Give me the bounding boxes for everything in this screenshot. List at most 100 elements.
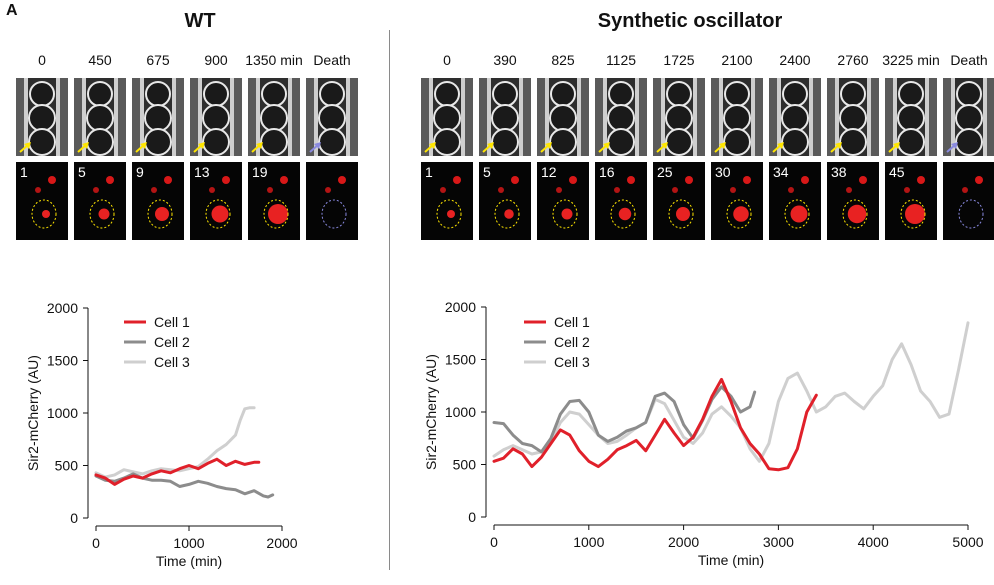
legend-label: Cell 3 <box>554 354 590 370</box>
syn-brightfield-image <box>711 78 763 156</box>
syn-cell-count: 16 <box>599 164 615 180</box>
y-tick-label: 0 <box>468 509 476 525</box>
x-axis-label: Time (min) <box>698 552 764 568</box>
wt-fluorescence-image: 9 <box>132 162 184 240</box>
fluorescence-cell <box>610 176 636 229</box>
brightfield-cells <box>424 78 465 156</box>
fluorescence-cell <box>726 176 752 229</box>
syn-fluorescence-image: 30 <box>711 162 763 240</box>
syn-brightfield-image <box>421 78 473 156</box>
syn-brightfield-image <box>653 78 705 156</box>
x-tick-label: 4000 <box>858 534 889 550</box>
syn-brightfield-image <box>885 78 937 156</box>
fluorescence-cell <box>552 176 578 229</box>
arrow-icon <box>77 142 89 153</box>
wt-brightfield-image <box>306 78 358 156</box>
wt-time-label: 900 <box>204 52 228 68</box>
arrow-icon <box>19 142 31 153</box>
brightfield-cells <box>946 78 987 156</box>
x-axis-label: Time (min) <box>156 553 222 569</box>
fluorescence-cell <box>436 176 462 229</box>
fluorescence-cell <box>321 176 347 229</box>
brightfield-cells <box>251 78 292 156</box>
legend-label: Cell 2 <box>554 334 590 350</box>
fluorescence-cell <box>147 176 173 229</box>
syn-fluorescence-image: 45 <box>885 162 937 240</box>
legend-label: Cell 3 <box>154 354 190 370</box>
brightfield-cells <box>77 78 118 156</box>
syn-cell-count: 45 <box>889 164 905 180</box>
y-axis-label: Sir2-mCherry (AU) <box>25 355 41 471</box>
fluorescence-cell <box>263 176 289 229</box>
syn-fluorescence-image <box>943 162 994 240</box>
series-line-cell-3 <box>94 406 256 479</box>
syn-fluorescence-image: 5 <box>479 162 531 240</box>
wt-cell-count: 9 <box>136 164 144 180</box>
x-tick-label: 3000 <box>763 534 794 550</box>
fluorescence-cell <box>900 176 926 229</box>
syn-cell-count: 12 <box>541 164 557 180</box>
syn-fluorescence-image: 16 <box>595 162 647 240</box>
syn-fluorescence-image: 25 <box>653 162 705 240</box>
brightfield-cells <box>135 78 176 156</box>
arrow-icon <box>598 142 610 153</box>
arrow-icon <box>946 142 958 153</box>
arrow-icon <box>830 142 842 153</box>
arrow-icon <box>251 142 263 153</box>
arrow-icon <box>482 142 494 153</box>
fluorescence-cell <box>842 176 868 229</box>
arrow-icon <box>540 142 552 153</box>
arrow-icon <box>424 142 436 153</box>
fluorescence-cell <box>494 176 520 229</box>
y-axis-label: Sir2-mCherry (AU) <box>423 354 439 470</box>
syn-fluorescence-image: 1 <box>421 162 473 240</box>
fluorescence-cell <box>89 176 115 229</box>
brightfield-cells <box>193 78 234 156</box>
arrow-icon <box>888 142 900 153</box>
y-tick-label: 500 <box>55 458 79 474</box>
wt-brightfield-image <box>132 78 184 156</box>
series-line-cell-1 <box>94 457 261 486</box>
brightfield-cells <box>714 78 755 156</box>
fluorescence-cell <box>784 176 810 229</box>
brightfield-cells <box>598 78 639 156</box>
brightfield-cells <box>309 78 350 156</box>
syn-fluorescence-image: 12 <box>537 162 589 240</box>
syn-time-label: 2760 <box>837 52 869 68</box>
wt-fluorescence-image <box>306 162 358 240</box>
y-tick-label: 2000 <box>47 300 78 316</box>
panel-letter: A <box>6 2 18 19</box>
x-tick-label: 5000 <box>952 534 983 550</box>
syn-brightfield-image <box>479 78 531 156</box>
x-tick-label: 0 <box>490 534 498 550</box>
series-line-cell-1 <box>492 377 818 472</box>
wt-cell-count: 5 <box>78 164 86 180</box>
arrow-icon <box>772 142 784 153</box>
wt-brightfield-image <box>248 78 300 156</box>
brightfield-cells <box>888 78 929 156</box>
syn-cell-count: 38 <box>831 164 847 180</box>
wt-time-label: 1350 min <box>245 52 303 68</box>
y-tick-label: 1500 <box>47 353 78 369</box>
y-tick-label: 0 <box>70 510 78 526</box>
syn-cell-count: 1 <box>425 164 433 180</box>
arrow-icon <box>309 142 321 153</box>
syn-time-label: 3225 min <box>882 52 940 68</box>
y-tick-label: 2000 <box>445 299 476 315</box>
syn-fluorescence-image: 34 <box>769 162 821 240</box>
x-tick-label: 2000 <box>668 534 699 550</box>
legend-label: Cell 1 <box>154 314 190 330</box>
fluorescence-cell <box>205 176 231 229</box>
brightfield-cells <box>656 78 697 156</box>
syn-cell-count: 25 <box>657 164 673 180</box>
wt-time-label: 675 <box>146 52 170 68</box>
syn-time-label: 1725 <box>663 52 695 68</box>
syn-time-label: 2400 <box>779 52 811 68</box>
syn-time-label: Death <box>950 52 988 68</box>
wt-cell-count: 1 <box>20 164 28 180</box>
fluorescence-cell <box>668 176 694 229</box>
arrow-icon <box>193 142 205 153</box>
syn-brightfield-image <box>595 78 647 156</box>
wt-brightfield-image <box>74 78 126 156</box>
wt-fluorescence-image: 5 <box>74 162 126 240</box>
